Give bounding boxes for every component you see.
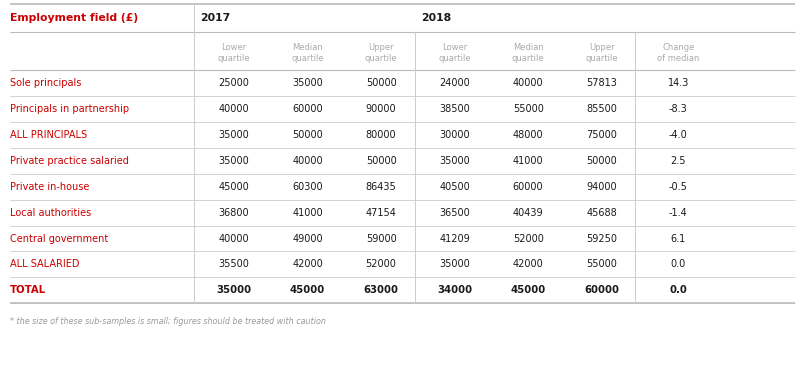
Text: 14.3: 14.3 (668, 78, 689, 88)
Text: Principals in partnership: Principals in partnership (10, 104, 129, 114)
Text: 47154: 47154 (366, 208, 396, 218)
Text: 35000: 35000 (439, 156, 470, 166)
Text: Upper
quartile: Upper quartile (365, 43, 397, 63)
Text: ALL SALARIED: ALL SALARIED (10, 260, 79, 269)
Text: 50000: 50000 (366, 156, 396, 166)
Text: Median
quartile: Median quartile (512, 43, 544, 63)
Text: 80000: 80000 (366, 130, 396, 140)
Text: 50000: 50000 (366, 78, 396, 88)
Text: Sole principals: Sole principals (10, 78, 81, 88)
Text: 60300: 60300 (292, 182, 323, 192)
Text: Private practice salaried: Private practice salaried (10, 156, 129, 166)
Text: 94000: 94000 (586, 182, 617, 192)
Text: -0.5: -0.5 (669, 182, 688, 192)
Text: 45688: 45688 (586, 208, 617, 218)
Text: 42000: 42000 (513, 260, 543, 269)
Text: 35000: 35000 (219, 156, 249, 166)
Text: Change
of median: Change of median (657, 43, 700, 63)
Text: Private in-house: Private in-house (10, 182, 89, 192)
Text: 59250: 59250 (586, 234, 617, 243)
Text: 49000: 49000 (292, 234, 323, 243)
Text: 40439: 40439 (513, 208, 543, 218)
Text: * the size of these sub-samples is small; figures should be treated with caution: * the size of these sub-samples is small… (10, 317, 325, 326)
Text: 0.0: 0.0 (670, 285, 687, 295)
Text: 36800: 36800 (219, 208, 249, 218)
Text: 60000: 60000 (584, 285, 619, 295)
Text: 35500: 35500 (219, 260, 249, 269)
Text: Local authorities: Local authorities (10, 208, 91, 218)
Text: Employment field (£): Employment field (£) (10, 13, 137, 23)
Text: 35000: 35000 (219, 130, 249, 140)
Text: 52000: 52000 (513, 234, 543, 243)
Text: 36500: 36500 (439, 208, 470, 218)
Text: 75000: 75000 (586, 130, 617, 140)
Text: -1.4: -1.4 (669, 208, 688, 218)
Text: -8.3: -8.3 (669, 104, 688, 114)
Text: 50000: 50000 (292, 130, 323, 140)
Text: 45000: 45000 (219, 182, 249, 192)
Text: 38500: 38500 (439, 104, 470, 114)
Text: 85500: 85500 (586, 104, 617, 114)
Text: 30000: 30000 (439, 130, 470, 140)
Text: 60000: 60000 (513, 182, 543, 192)
Text: 59000: 59000 (366, 234, 396, 243)
Text: 35000: 35000 (292, 78, 323, 88)
Text: 40000: 40000 (219, 234, 249, 243)
Text: 48000: 48000 (513, 130, 543, 140)
Text: 2.5: 2.5 (670, 156, 686, 166)
Text: 50000: 50000 (586, 156, 617, 166)
Text: 41209: 41209 (439, 234, 470, 243)
Text: 52000: 52000 (366, 260, 396, 269)
Text: 35000: 35000 (439, 260, 470, 269)
Text: 86435: 86435 (366, 182, 396, 192)
Text: 41000: 41000 (292, 208, 323, 218)
Text: Median
quartile: Median quartile (292, 43, 324, 63)
Text: 2018: 2018 (421, 13, 451, 23)
Text: 40000: 40000 (219, 104, 249, 114)
Text: 60000: 60000 (292, 104, 323, 114)
Text: 40500: 40500 (439, 182, 470, 192)
Text: 90000: 90000 (366, 104, 396, 114)
Text: 45000: 45000 (511, 285, 546, 295)
Text: 35000: 35000 (217, 285, 252, 295)
Text: 63000: 63000 (364, 285, 399, 295)
Text: 57813: 57813 (586, 78, 617, 88)
Text: Lower
quartile: Lower quartile (218, 43, 250, 63)
Text: Central government: Central government (10, 234, 108, 243)
Text: 40000: 40000 (292, 156, 323, 166)
Text: Lower
quartile: Lower quartile (439, 43, 471, 63)
Text: Upper
quartile: Upper quartile (586, 43, 618, 63)
Text: 45000: 45000 (290, 285, 325, 295)
Text: 42000: 42000 (292, 260, 323, 269)
Text: -4.0: -4.0 (669, 130, 688, 140)
Text: 0.0: 0.0 (670, 260, 686, 269)
Text: 6.1: 6.1 (670, 234, 686, 243)
Text: ALL PRINCIPALS: ALL PRINCIPALS (10, 130, 87, 140)
Text: 55000: 55000 (513, 104, 543, 114)
Text: 2017: 2017 (201, 13, 231, 23)
Text: 55000: 55000 (586, 260, 617, 269)
Text: 40000: 40000 (513, 78, 543, 88)
Text: 34000: 34000 (437, 285, 472, 295)
Text: 41000: 41000 (513, 156, 543, 166)
Text: 25000: 25000 (219, 78, 249, 88)
Text: 24000: 24000 (439, 78, 470, 88)
Text: TOTAL: TOTAL (10, 285, 46, 295)
